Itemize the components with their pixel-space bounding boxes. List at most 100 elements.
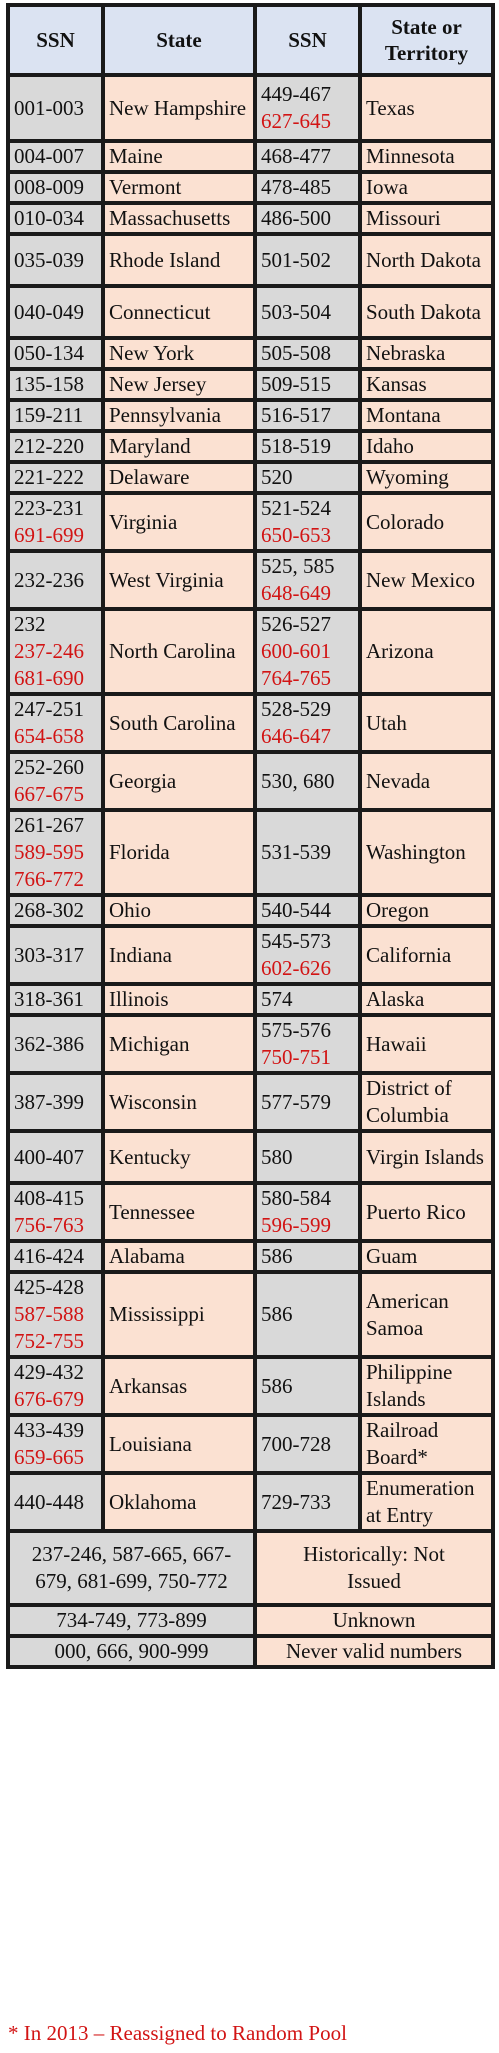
left-state-cell: Florida [101, 808, 257, 897]
right-state-cell: Colorado [358, 491, 495, 553]
left-ssn-range: 221-222 [14, 465, 84, 489]
right-ssn-cell: 503-504 [253, 284, 362, 340]
left-state-cell: Connecticut [101, 284, 257, 340]
table-row: 268-302 Ohio 540-544 Oregon [6, 893, 495, 928]
ssn-state-table: SSN State SSN State or Territory 001-003… [6, 3, 495, 1669]
left-state-cell: Pennsylvania [101, 398, 257, 433]
right-ssn-cell: 520 [253, 460, 362, 495]
table-row: 050-134 New York 505-508 Nebraska [6, 336, 495, 371]
special-status-cell: Never valid numbers [253, 1634, 495, 1669]
right-state-cell: Montana [358, 398, 495, 433]
table-row: 008-009 Vermont 478-485 Iowa [6, 170, 495, 205]
right-ssn-range: 520 [261, 465, 293, 489]
special-row: 000, 666, 900-999 Never valid numbers [6, 1634, 495, 1669]
right-state-cell: Philippine Islands [358, 1355, 495, 1417]
left-ssn-range: 004-007 [14, 144, 84, 168]
special-status-cell: Unknown [253, 1603, 495, 1638]
header-ssn-right: SSN [253, 3, 362, 77]
header-state-or-territory: State or Territory [358, 3, 495, 77]
left-state-cell: Maine [101, 139, 257, 174]
left-ssn-range: 159-211 [14, 403, 84, 427]
right-ssn-range: 518-519 [261, 434, 331, 458]
left-ssn-range: 001-003 [14, 95, 84, 120]
left-ssn-cell: 010-034 [6, 201, 105, 236]
right-ssn-cell: 545-573 602-626 [253, 924, 362, 986]
left-ssn-cell: 001-003 [6, 73, 105, 143]
right-ssn-range: 577-579 [261, 1089, 331, 1114]
left-ssn-range-reassigned: 659-665 [14, 1445, 84, 1469]
table-row: 232-236 West Virginia 525, 585 648-649 New M… [6, 549, 495, 611]
left-ssn-cell: 008-009 [6, 170, 105, 205]
left-state-cell: Maryland [101, 429, 257, 464]
right-state-cell: Kansas [358, 367, 495, 402]
table-row: 416-424 Alabama 586 Guam [6, 1239, 495, 1274]
left-ssn-cell: 040-049 [6, 284, 105, 340]
right-ssn-cell: 468-477 [253, 139, 362, 174]
left-state-cell: New York [101, 336, 257, 371]
right-ssn-range-reassigned: 650-653 [261, 523, 331, 547]
special-status-cell: Historically: Not Issued [253, 1529, 495, 1607]
right-ssn-range: 509-515 [261, 372, 331, 396]
table-row: 425-428 587-588 752-755 Mississippi 586 Ameri… [6, 1270, 495, 1359]
right-ssn-range-reassigned: 646-647 [261, 724, 331, 748]
header-row: SSN State SSN State or Territory [6, 3, 495, 77]
right-state-cell: Oregon [358, 893, 495, 928]
left-ssn-range: 318-361 [14, 987, 84, 1011]
right-ssn-cell: 525, 585 648-649 [253, 549, 362, 611]
table-row: 247-251 654-658 South Carolina 528-529 646-6… [6, 692, 495, 754]
table-row: 303-317 Indiana 545-573 602-626 California [6, 924, 495, 986]
table-row: 159-211 Pennsylvania 516-517 Montana [6, 398, 495, 433]
table-body: 001-003 New Hampshire 449-467 627-645 Texas 0… [6, 73, 495, 1669]
special-row: 237-246, 587-665, 667-679, 681-699, 750-… [6, 1529, 495, 1607]
right-state-cell: North Dakota [358, 232, 495, 288]
left-ssn-range: 387-399 [14, 1089, 84, 1114]
left-state-cell: Vermont [101, 170, 257, 205]
right-ssn-range: 501-502 [261, 247, 331, 272]
right-ssn-cell: 521-524 650-653 [253, 491, 362, 553]
right-ssn-cell: 516-517 [253, 398, 362, 433]
right-ssn-range-reassigned: 596-599 [261, 1213, 331, 1237]
left-state-cell: Indiana [101, 924, 257, 986]
table-row: 362-386 Michigan 575-576 750-751 Hawaii [6, 1013, 495, 1075]
left-ssn-cell: 247-251 654-658 [6, 692, 105, 754]
right-ssn-range: 580 [261, 1144, 293, 1169]
right-ssn-range: 586 [261, 1244, 293, 1268]
left-state-cell: North Carolina [101, 607, 257, 696]
right-ssn-range: 574 [261, 987, 293, 1011]
left-ssn-range: 135-158 [14, 372, 84, 396]
left-ssn-range-reassigned: 752-755 [14, 1329, 84, 1353]
left-ssn-range: 425-428 [14, 1275, 84, 1299]
right-ssn-range: 575-576 [261, 1018, 331, 1042]
left-ssn-cell: 416-424 [6, 1239, 105, 1274]
right-ssn-cell: 574 [253, 982, 362, 1017]
right-ssn-range: 505-508 [261, 341, 331, 365]
right-state-cell: Guam [358, 1239, 495, 1274]
left-ssn-cell: 433-439 659-665 [6, 1413, 105, 1475]
right-state-cell: Iowa [358, 170, 495, 205]
table-row: 040-049 Connecticut 503-504 South Dakota [6, 284, 495, 340]
left-ssn-range: 232 [14, 612, 46, 636]
left-state-cell: Tennessee [101, 1181, 257, 1243]
right-ssn-range-reassigned: 627-645 [261, 109, 331, 133]
right-state-cell: American Samoa [358, 1270, 495, 1359]
special-row: 734-749, 773-899 Unknown [6, 1603, 495, 1638]
right-ssn-cell: 580 [253, 1129, 362, 1185]
right-ssn-range: 580-584 [261, 1186, 331, 1210]
left-state-cell: Ohio [101, 893, 257, 928]
left-ssn-range-reassigned: 654-658 [14, 724, 84, 748]
right-ssn-range: 528-529 [261, 697, 331, 721]
special-ranges-cell: 734-749, 773-899 [6, 1603, 257, 1638]
special-ranges-cell: 237-246, 587-665, 667-679, 681-699, 750-… [6, 1529, 257, 1607]
left-ssn-cell: 387-399 [6, 1071, 105, 1133]
left-ssn-range: 212-220 [14, 434, 84, 458]
left-ssn-range: 429-432 [14, 1360, 84, 1384]
ssn-table-wrapper: SSN State SSN State or Territory 001-003… [6, 3, 495, 1669]
right-state-cell: Utah [358, 692, 495, 754]
right-ssn-cell: 575-576 750-751 [253, 1013, 362, 1075]
left-ssn-cell: 318-361 [6, 982, 105, 1017]
left-state-cell: New Hampshire [101, 73, 257, 143]
header-ssn-left: SSN [6, 3, 105, 77]
right-ssn-range: 530, 680 [261, 768, 335, 793]
left-ssn-range-reassigned: 756-763 [14, 1213, 84, 1237]
right-ssn-cell: 501-502 [253, 232, 362, 288]
